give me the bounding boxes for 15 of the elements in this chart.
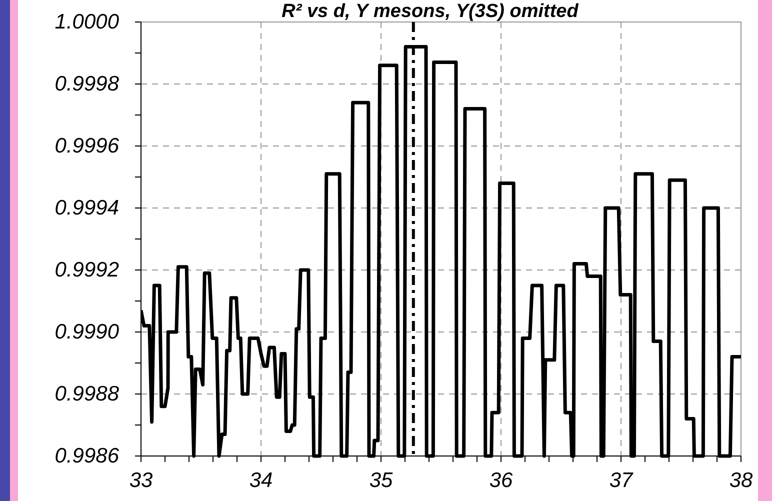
chart-title: R² vs d, Υ mesons, Υ(3S) omitted bbox=[282, 1, 579, 22]
x-tick-label: 34 bbox=[249, 468, 273, 492]
x-tick-label: 38 bbox=[729, 468, 753, 492]
y-tick-label: 0.9994 bbox=[54, 196, 119, 220]
y-tick-label: 0.9992 bbox=[54, 258, 120, 282]
x-tick-label: 36 bbox=[489, 468, 513, 492]
y-tick-label: 0.9998 bbox=[54, 72, 120, 96]
y-tick-label: 0.9990 bbox=[54, 320, 120, 344]
y-tick-label: 0.9986 bbox=[54, 444, 120, 468]
y-tick-label: 0.9996 bbox=[54, 134, 120, 158]
x-tick-label: 33 bbox=[129, 468, 153, 492]
y-tick-label: 1.0000 bbox=[54, 10, 120, 34]
y-tick-label: 0.9988 bbox=[54, 382, 120, 406]
x-tick-label: 37 bbox=[609, 468, 634, 492]
x-tick-label: 35 bbox=[369, 468, 393, 492]
